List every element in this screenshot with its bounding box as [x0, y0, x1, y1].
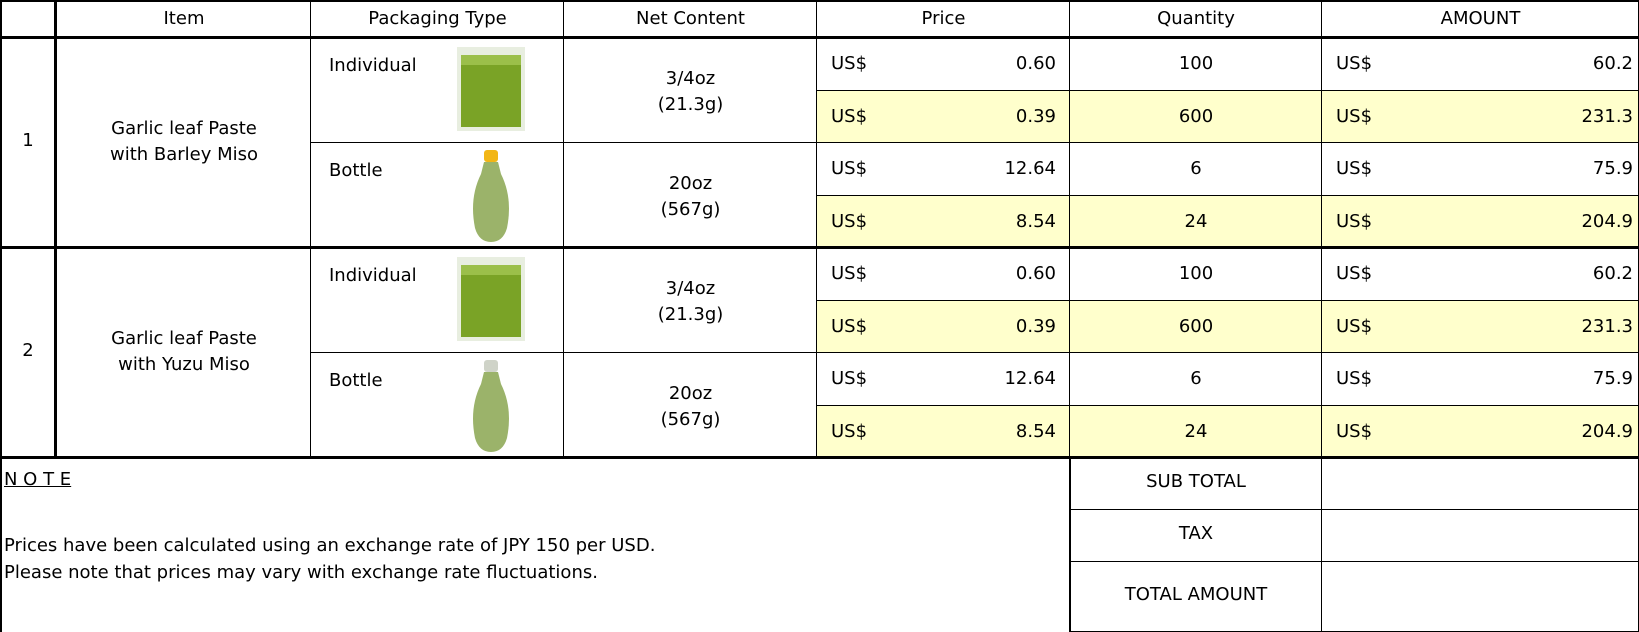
- product-image: [451, 148, 531, 244]
- amount: 204.9: [1233, 420, 1633, 444]
- border-rule: [0, 0, 1639, 2]
- column-header: AMOUNT: [1181, 7, 1639, 31]
- price-sheet: ItemPackaging TypeNet ContentPriceQuanti…: [0, 0, 1639, 632]
- amount: 75.9: [1233, 157, 1633, 181]
- border-rule: [0, 0, 2, 632]
- product-image: [451, 358, 531, 454]
- total-value-cell: [1322, 510, 1639, 562]
- note-text: Please note that prices may vary with ex…: [4, 561, 598, 585]
- border-rule: [0, 36, 1639, 39]
- note-title: N O T E: [4, 468, 71, 492]
- amount: 204.9: [1233, 210, 1633, 234]
- amount: 60.2: [1233, 52, 1633, 76]
- amount: 231.3: [1233, 105, 1633, 129]
- note-text: Prices have been calculated using an exc…: [4, 534, 655, 558]
- amount: 231.3: [1233, 315, 1633, 339]
- border-rule: [0, 456, 1639, 459]
- total-value-cell: [1322, 562, 1639, 632]
- amount: 75.9: [1233, 367, 1633, 391]
- product-image: [451, 43, 531, 139]
- product-image: [451, 253, 531, 349]
- total-left-border: [1069, 458, 1071, 632]
- packaging-type: Bottle: [329, 369, 383, 393]
- total-value-cell: [1322, 458, 1639, 510]
- packaging-type: Bottle: [329, 159, 383, 183]
- border-rule: [54, 0, 57, 458]
- border-rule: [0, 246, 1639, 249]
- amount: 60.2: [1233, 262, 1633, 286]
